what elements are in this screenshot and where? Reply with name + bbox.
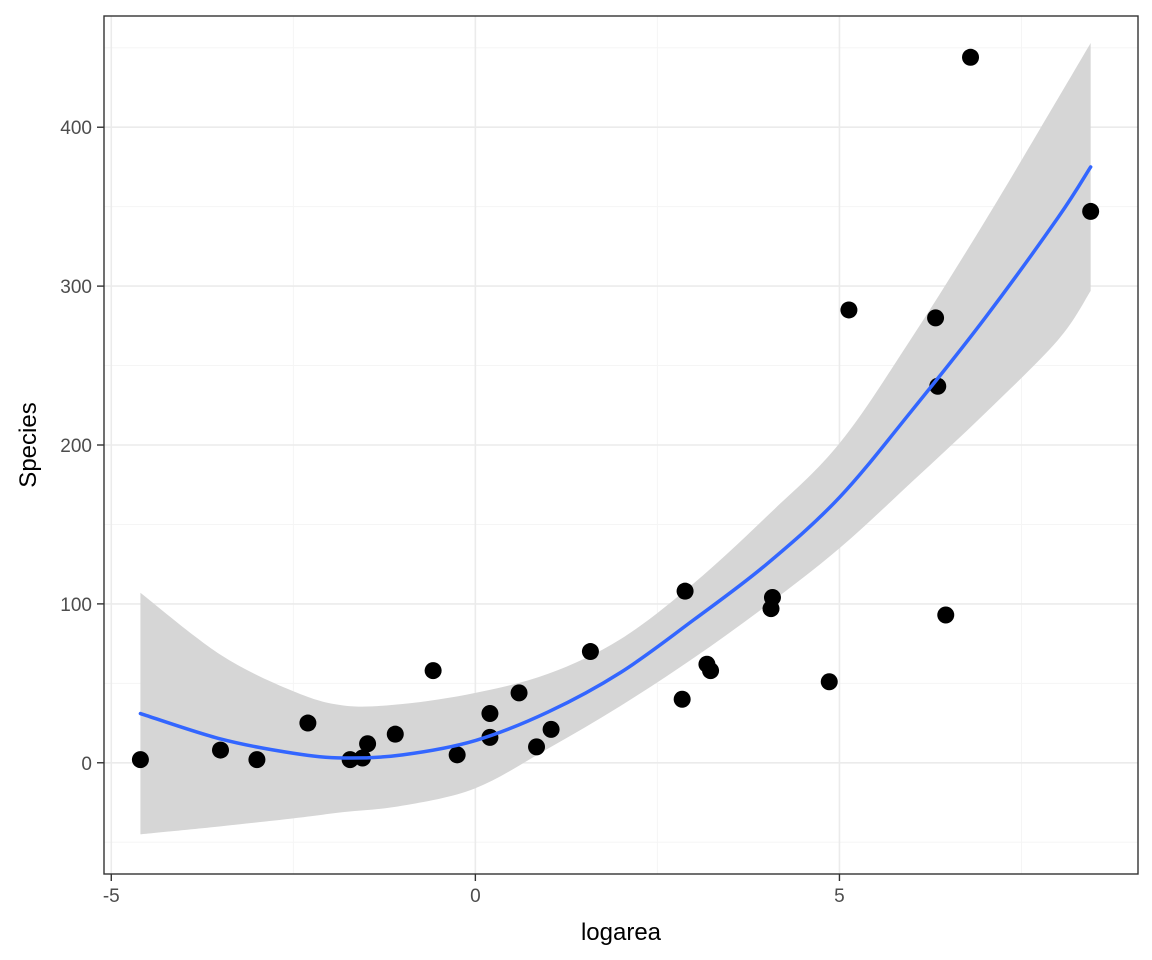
smooth-fit-line [138, 165, 1093, 760]
y-axis: 0 100 200 300 400 [60, 118, 104, 775]
y-tick-label: 300 [60, 277, 92, 298]
data-point [820, 673, 838, 691]
data-point [481, 705, 499, 723]
data-point [1082, 202, 1100, 220]
y-tick-label: 0 [81, 754, 92, 775]
y-tick-label: 100 [60, 595, 92, 616]
data-point [937, 606, 955, 624]
data-point [528, 738, 546, 756]
data-point [702, 662, 720, 680]
data-point [299, 714, 317, 732]
y-tick-label: 200 [60, 436, 92, 457]
y-axis-title: Species [15, 402, 42, 487]
data-point [212, 741, 230, 759]
y-tick-label: 400 [60, 118, 92, 139]
data-point [448, 746, 466, 764]
data-point [927, 309, 945, 327]
data-point [542, 720, 560, 738]
data-point [676, 582, 694, 600]
data-point [840, 301, 858, 319]
data-point [424, 662, 442, 680]
x-axis-title: logarea [581, 919, 662, 946]
data-point [131, 751, 149, 769]
x-tick-label: 0 [470, 886, 481, 907]
x-tick-label: 5 [834, 886, 845, 907]
data-point [581, 643, 599, 661]
data-point [510, 684, 528, 702]
x-tick-label: -5 [103, 886, 120, 907]
data-point [962, 48, 980, 66]
data-point [763, 589, 781, 607]
data-point [673, 690, 691, 708]
data-point [359, 735, 377, 753]
data-point [386, 725, 404, 743]
data-points [131, 48, 1100, 769]
data-point [248, 751, 266, 769]
x-axis: -5 0 5 [103, 874, 845, 907]
